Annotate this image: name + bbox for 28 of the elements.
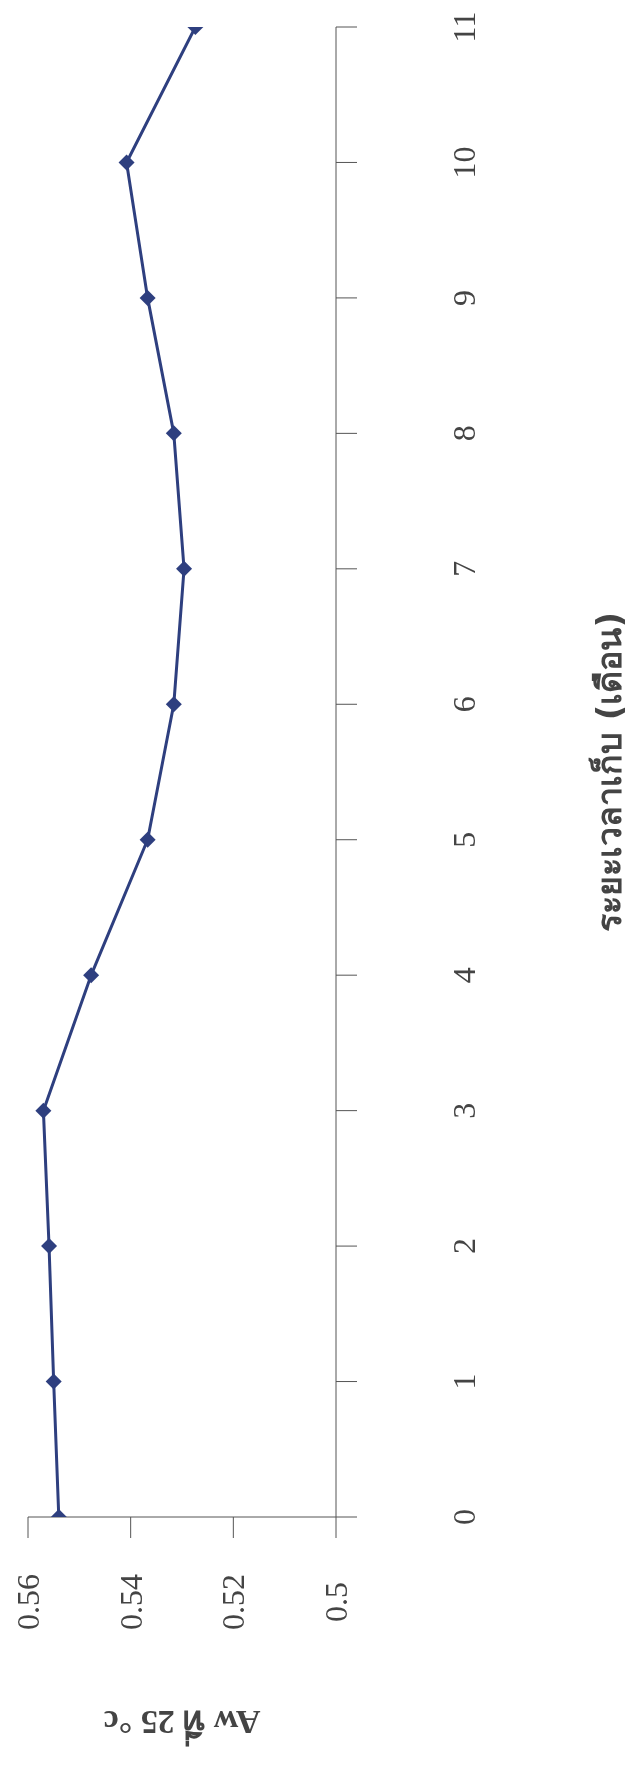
y-tick-label: 5 [446,831,482,848]
y-axis-title: ระยะเวลาเก็บ (เดือน) [588,612,625,932]
x-axis-title: Aw ที่ 25 °c [103,1703,261,1747]
y-tick-label: 1 [446,1373,482,1390]
point [83,967,100,984]
x-tick-label: 0.54 [112,1574,149,1630]
y-tick-label: 4 [446,967,482,984]
y-tick-label: 10 [446,146,482,179]
y-tick-label: 11 [446,11,482,43]
point [176,560,193,577]
x-tick-label: 0.5 [318,1582,354,1622]
point [139,831,156,848]
y-tick-label: 8 [446,425,482,442]
y-tick-label: 7 [446,560,482,577]
point [139,289,156,306]
y-tick-label: 9 [446,289,482,306]
y-tick-label: 0 [446,1509,482,1525]
point [41,1238,58,1255]
point [45,1373,62,1390]
point [118,154,135,171]
x-tick-label: 0.56 [10,1574,46,1630]
y-tick-label: 3 [446,1102,482,1119]
point [165,425,182,442]
y-tick-label: 2 [446,1238,482,1255]
point [165,696,182,713]
point [35,1102,52,1119]
y-tick-label: 6 [446,696,482,713]
x-tick-label: 0.52 [215,1574,252,1630]
